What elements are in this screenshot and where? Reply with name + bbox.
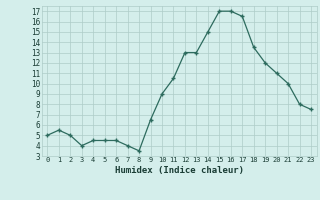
X-axis label: Humidex (Indice chaleur): Humidex (Indice chaleur) bbox=[115, 166, 244, 175]
